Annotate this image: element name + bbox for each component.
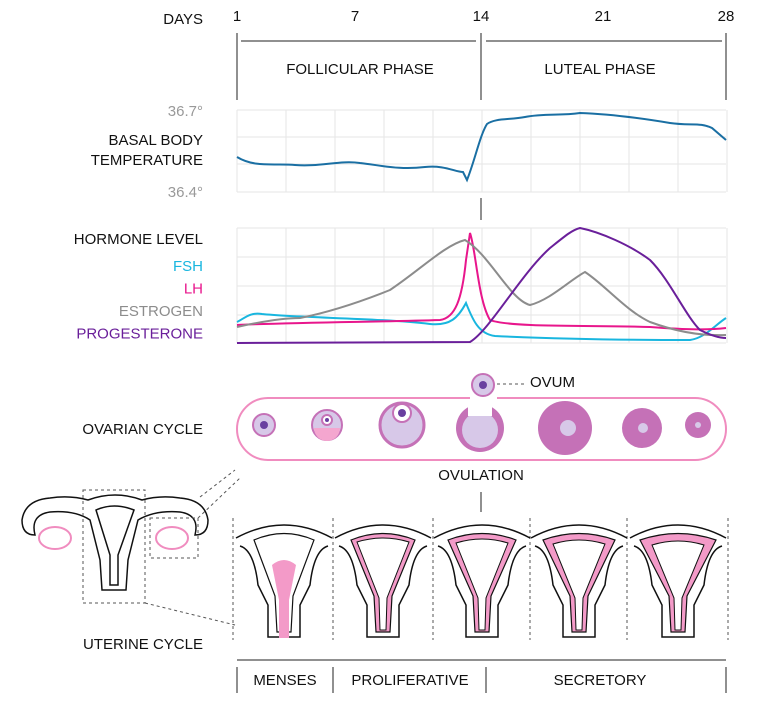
legend-entry: PROGESTERONE	[76, 325, 203, 342]
temp-label: TEMPERATURE	[91, 152, 203, 169]
anatomy	[21, 469, 241, 626]
day-label: 1	[233, 8, 241, 25]
hormone-grid	[236, 227, 728, 344]
temp-grid	[236, 109, 728, 193]
day-label: 14	[473, 8, 490, 25]
ovarian-label: OVARIAN CYCLE	[82, 421, 203, 438]
temp-max: 36.7°	[168, 103, 203, 120]
day-label: 7	[351, 8, 359, 25]
follicles	[252, 373, 711, 455]
legend-entry: FSH	[173, 258, 203, 275]
hormone-curve	[236, 300, 727, 342]
uterus-outline	[334, 524, 432, 638]
cavity	[651, 540, 705, 631]
header-rules	[236, 33, 727, 100]
ovum-label: OVUM	[530, 374, 575, 391]
uterine-phase: PROLIFERATIVE	[351, 672, 468, 689]
uterus-outline	[433, 524, 531, 638]
phase-label: LUTEAL PHASE	[544, 61, 655, 78]
uterine-panels	[232, 518, 729, 640]
hormone-curves	[236, 226, 727, 344]
hormone-curve	[236, 226, 727, 344]
days-label: DAYS	[163, 11, 203, 28]
temperature-curve	[236, 111, 727, 183]
ovary-band	[236, 397, 727, 461]
phase-label: FOLLICULAR PHASE	[286, 61, 434, 78]
uterus-outline	[530, 524, 628, 638]
menses	[272, 560, 296, 638]
cavity	[356, 537, 410, 631]
uterine-rules	[236, 659, 727, 693]
uterine-phase: SECRETORY	[554, 672, 647, 689]
legend-entry: LH	[184, 280, 203, 297]
uterine-phase: MENSES	[253, 672, 316, 689]
uterine-label: UTERINE CYCLE	[83, 636, 203, 653]
hormone-curve	[236, 238, 727, 337]
day-label: 21	[595, 8, 612, 25]
hormone-legend: FSH LH ESTROGEN PROGESTERONE	[76, 258, 203, 343]
cavity	[455, 538, 509, 631]
temp-label: BASAL BODY	[109, 132, 203, 149]
legend-entry: ESTROGEN	[119, 303, 203, 320]
ovulation-label: OVULATION	[438, 467, 524, 484]
uterus-outline	[629, 524, 727, 638]
cavity	[552, 539, 606, 631]
temp-min: 36.4°	[168, 184, 203, 201]
hormone-label: HORMONE LEVEL	[74, 231, 203, 248]
hormone-curve	[236, 232, 727, 331]
day-label: 28	[718, 8, 735, 25]
